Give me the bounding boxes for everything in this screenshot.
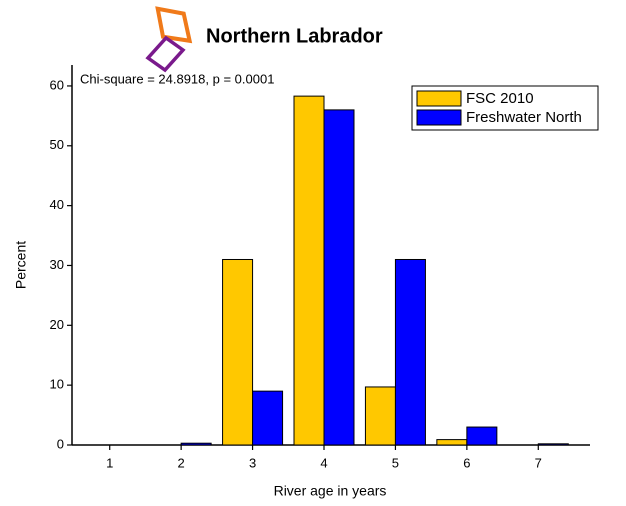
bar [466, 426, 498, 446]
x-tick-label: 2 [178, 455, 185, 470]
y-axis-label: Percent [13, 241, 29, 289]
x-tick-label: 7 [535, 455, 542, 470]
chart-title: Northern Labrador [206, 25, 383, 47]
y-tick-label: 10 [50, 377, 64, 392]
bar [323, 109, 355, 446]
bar [293, 95, 325, 446]
logo-purple [145, 35, 186, 73]
bar [222, 258, 254, 446]
legend-label: Freshwater North [466, 109, 582, 126]
y-tick-label: 0 [57, 436, 64, 451]
x-tick-label: 6 [463, 455, 470, 470]
y-tick-label: 20 [50, 317, 64, 332]
bar [364, 386, 396, 446]
y-tick-label: 50 [50, 137, 64, 152]
bar [252, 390, 284, 446]
y-tick-label: 40 [50, 197, 64, 212]
bar [180, 442, 212, 446]
logo-orange [155, 6, 193, 44]
y-tick-label: 60 [50, 77, 64, 92]
annotation: Chi-square = 24.8918, p = 0.0001 [80, 71, 274, 86]
x-tick-label: 4 [320, 455, 327, 470]
bar [394, 258, 426, 446]
x-axis-label: River age in years [274, 483, 387, 499]
x-tick-label: 1 [106, 455, 113, 470]
legend-swatch [416, 109, 462, 126]
legend-label: FSC 2010 [466, 90, 534, 107]
bar [436, 439, 468, 446]
logo [145, 6, 193, 73]
y-tick-label: 30 [50, 257, 64, 272]
bar [537, 443, 569, 446]
x-tick-label: 3 [249, 455, 256, 470]
x-tick-label: 5 [392, 455, 399, 470]
legend-swatch [416, 90, 462, 107]
